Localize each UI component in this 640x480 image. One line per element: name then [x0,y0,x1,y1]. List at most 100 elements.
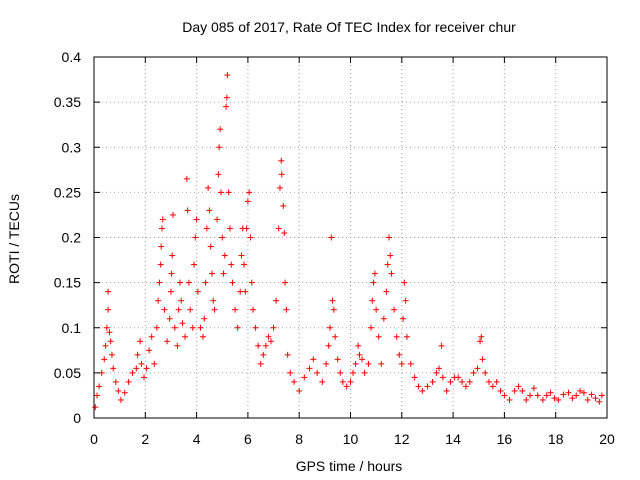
data-point [158,243,165,250]
data-point [343,383,350,390]
data-point [270,324,277,331]
y-axis-label: ROTI / TECUs [6,194,22,284]
data-point [185,279,192,286]
data-point [219,234,226,241]
data-point [215,171,222,178]
data-point [330,306,337,313]
data-point [401,279,408,286]
data-point [375,333,382,340]
data-point [466,378,473,385]
data-point [400,315,407,322]
data-point [103,324,110,331]
data-point [225,189,232,196]
data-point [134,351,141,358]
data-point [527,392,534,399]
data-point [182,333,189,340]
data-point [580,389,587,396]
data-point [391,306,398,313]
data-point [192,234,199,241]
data-point [281,229,288,236]
data-point [191,261,198,268]
data-point [371,270,378,277]
data-point [314,369,321,376]
data-point [211,306,218,313]
data-point [265,333,272,340]
data-point [393,333,400,340]
data-point [208,270,215,277]
y-tick-label: 0.3 [62,139,82,155]
data-point [287,369,294,376]
data-point [384,261,391,268]
data-point [156,279,163,286]
data-point [519,387,526,394]
data-point [96,383,103,390]
data-point [157,261,164,268]
data-point [368,324,375,331]
data-point [439,374,446,381]
data-point [197,324,204,331]
data-point [167,288,174,295]
data-point [565,389,572,396]
data-point [276,184,283,191]
data-point [216,144,223,151]
x-tick-label: 12 [394,431,410,447]
data-point [356,351,363,358]
data-point [501,392,508,399]
y-tick-label: 0.05 [54,365,81,381]
data-point [383,288,390,295]
data-point [252,324,259,331]
y-tick-labels: 0 0.05 0.1 0.15 0.2 0.25 0.3 0.35 0.4 [54,49,81,426]
data-point [301,374,308,381]
x-tick-label: 18 [548,431,564,447]
data-point [112,378,119,385]
data-point [429,378,436,385]
data-point [592,395,599,402]
data-point [207,243,214,250]
data-point [337,369,344,376]
data-point [424,383,431,390]
data-point [584,396,591,403]
data-point [278,157,285,164]
data-point [105,288,112,295]
data-point [125,378,132,385]
data-point [378,360,385,367]
data-point [200,333,207,340]
data-point [280,202,287,209]
data-point [153,324,160,331]
data-point [310,356,317,363]
data-point [243,225,250,232]
data-point [387,252,394,259]
data-point [129,369,136,376]
y-tick-label: 0.1 [62,320,82,336]
data-point [419,387,426,394]
data-point [462,383,469,390]
data-point [108,351,115,358]
data-point [237,288,244,295]
data-point [105,306,112,313]
data-point [220,270,227,277]
data-point [133,365,140,372]
data-point [474,365,481,372]
data-point [573,392,580,399]
data-point [242,288,249,295]
data-point [479,356,486,363]
data-point [203,225,210,232]
data-point [229,279,236,286]
data-point [326,324,333,331]
data-point [217,126,224,133]
data-point [569,395,576,402]
data-point [306,365,313,372]
data-point [143,365,150,372]
data-point [543,392,550,399]
data-point [283,306,290,313]
data-point [223,103,230,110]
data-point [189,324,196,331]
x-tick-label: 0 [90,431,98,447]
y-tick-label: 0.25 [54,184,81,200]
data-point [92,404,99,411]
data-point [369,297,376,304]
data-point [110,365,117,372]
data-point [438,342,445,349]
data-point [443,387,450,394]
